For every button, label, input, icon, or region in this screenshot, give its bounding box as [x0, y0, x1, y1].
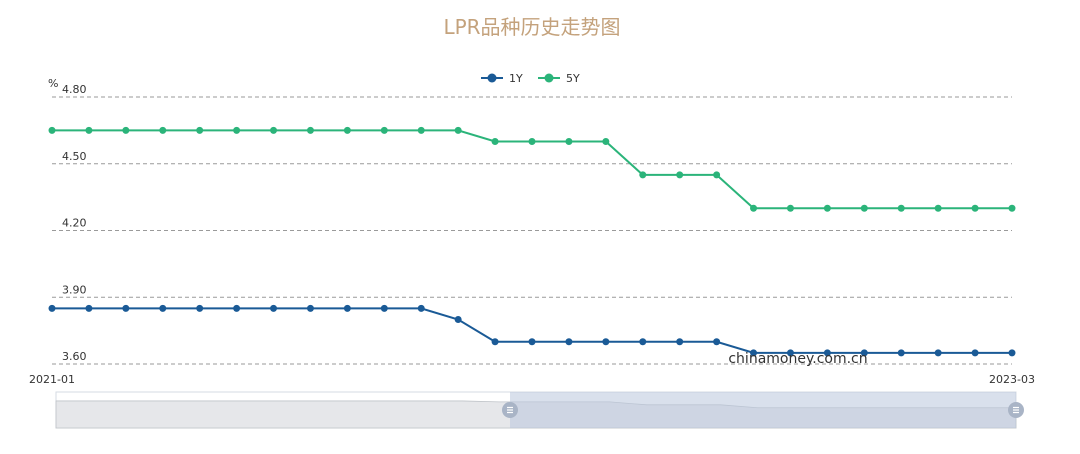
data-point-1y[interactable]	[306, 304, 314, 312]
data-point-5y[interactable]	[1008, 204, 1016, 212]
data-point-5y[interactable]	[639, 171, 647, 179]
data-point-5y[interactable]	[823, 204, 831, 212]
slider-handle-left[interactable]	[502, 402, 518, 418]
data-point-5y[interactable]	[233, 126, 241, 134]
data-point-1y[interactable]	[454, 316, 462, 323]
watermark: chinamoney.com.cn	[728, 351, 867, 367]
data-point-1y[interactable]	[122, 304, 130, 312]
x-tick-end: 2023-03	[989, 373, 1035, 386]
data-point-1y[interactable]	[934, 349, 942, 357]
y-tick-label: 4.50	[62, 150, 87, 163]
data-zoom-slider[interactable]	[55, 391, 1024, 429]
y-tick-label: 4.20	[62, 217, 87, 230]
chart-title: LPR品种历史走势图	[443, 15, 620, 39]
data-point-5y[interactable]	[48, 126, 56, 134]
data-point-1y[interactable]	[1008, 349, 1016, 357]
data-point-5y[interactable]	[602, 138, 610, 145]
data-point-1y[interactable]	[159, 304, 167, 312]
data-point-1y[interactable]	[971, 349, 979, 357]
y-tick-labels: 4.80 4.50 4.20 3.90 3.60	[62, 83, 87, 363]
data-point-1y[interactable]	[602, 338, 610, 346]
slider-selected-range[interactable]	[510, 392, 1016, 428]
legend[interactable]: 1Y 5Y	[481, 72, 580, 85]
data-point-5y[interactable]	[380, 126, 388, 134]
data-point-5y[interactable]	[491, 138, 499, 145]
y-tick-label: 4.80	[62, 83, 87, 96]
data-point-1y[interactable]	[713, 338, 721, 346]
legend-label-1y: 1Y	[509, 72, 523, 85]
data-point-1y[interactable]	[823, 349, 831, 357]
data-point-1y[interactable]	[860, 349, 868, 357]
data-point-1y[interactable]	[528, 338, 536, 346]
data-point-5y[interactable]	[454, 126, 462, 134]
data-point-1y[interactable]	[270, 304, 278, 312]
data-point-5y[interactable]	[750, 204, 758, 212]
data-point-5y[interactable]	[306, 126, 314, 134]
data-point-1y[interactable]	[639, 338, 647, 346]
data-point-1y[interactable]	[417, 304, 425, 312]
data-point-5y[interactable]	[122, 126, 130, 134]
slider-handle-right[interactable]	[1008, 402, 1024, 418]
series-line-1y	[52, 307, 1012, 354]
data-point-1y[interactable]	[380, 304, 388, 312]
series-1y	[48, 304, 1016, 357]
data-point-1y[interactable]	[233, 304, 241, 312]
data-point-5y[interactable]	[786, 204, 794, 212]
data-point-1y[interactable]	[750, 349, 758, 357]
series-5y	[48, 126, 1016, 212]
data-point-1y[interactable]	[565, 338, 573, 346]
data-point-5y[interactable]	[196, 126, 204, 134]
data-point-5y[interactable]	[417, 126, 425, 134]
legend-item-1y[interactable]: 1Y	[481, 72, 523, 85]
data-point-5y[interactable]	[343, 126, 351, 134]
data-point-1y[interactable]	[786, 349, 794, 357]
data-point-5y[interactable]	[528, 138, 536, 145]
legend-marker-5y	[544, 73, 554, 83]
data-point-5y[interactable]	[85, 126, 93, 134]
data-point-5y[interactable]	[934, 204, 942, 212]
data-point-5y[interactable]	[713, 171, 721, 179]
legend-marker-1y	[487, 73, 497, 83]
data-point-5y[interactable]	[676, 171, 684, 179]
legend-label-5y: 5Y	[566, 72, 580, 85]
y-axis-unit: %	[48, 77, 58, 90]
series-layer	[48, 126, 1016, 357]
data-point-1y[interactable]	[85, 304, 93, 312]
data-point-5y[interactable]	[565, 138, 573, 145]
data-point-1y[interactable]	[676, 338, 684, 346]
data-point-1y[interactable]	[48, 304, 56, 312]
data-point-5y[interactable]	[860, 204, 868, 212]
y-tick-label: 3.90	[62, 283, 87, 296]
legend-item-5y[interactable]: 5Y	[538, 72, 580, 85]
data-point-5y[interactable]	[270, 126, 278, 134]
data-point-5y[interactable]	[971, 204, 979, 212]
data-point-1y[interactable]	[196, 304, 204, 312]
data-point-1y[interactable]	[343, 304, 351, 312]
data-point-5y[interactable]	[159, 126, 167, 134]
y-tick-label: 3.60	[62, 350, 87, 363]
data-point-1y[interactable]	[491, 338, 499, 346]
data-point-5y[interactable]	[897, 204, 905, 212]
data-point-1y[interactable]	[897, 349, 905, 357]
x-tick-start: 2021-01	[29, 373, 75, 386]
grid-lines	[52, 96, 1012, 365]
